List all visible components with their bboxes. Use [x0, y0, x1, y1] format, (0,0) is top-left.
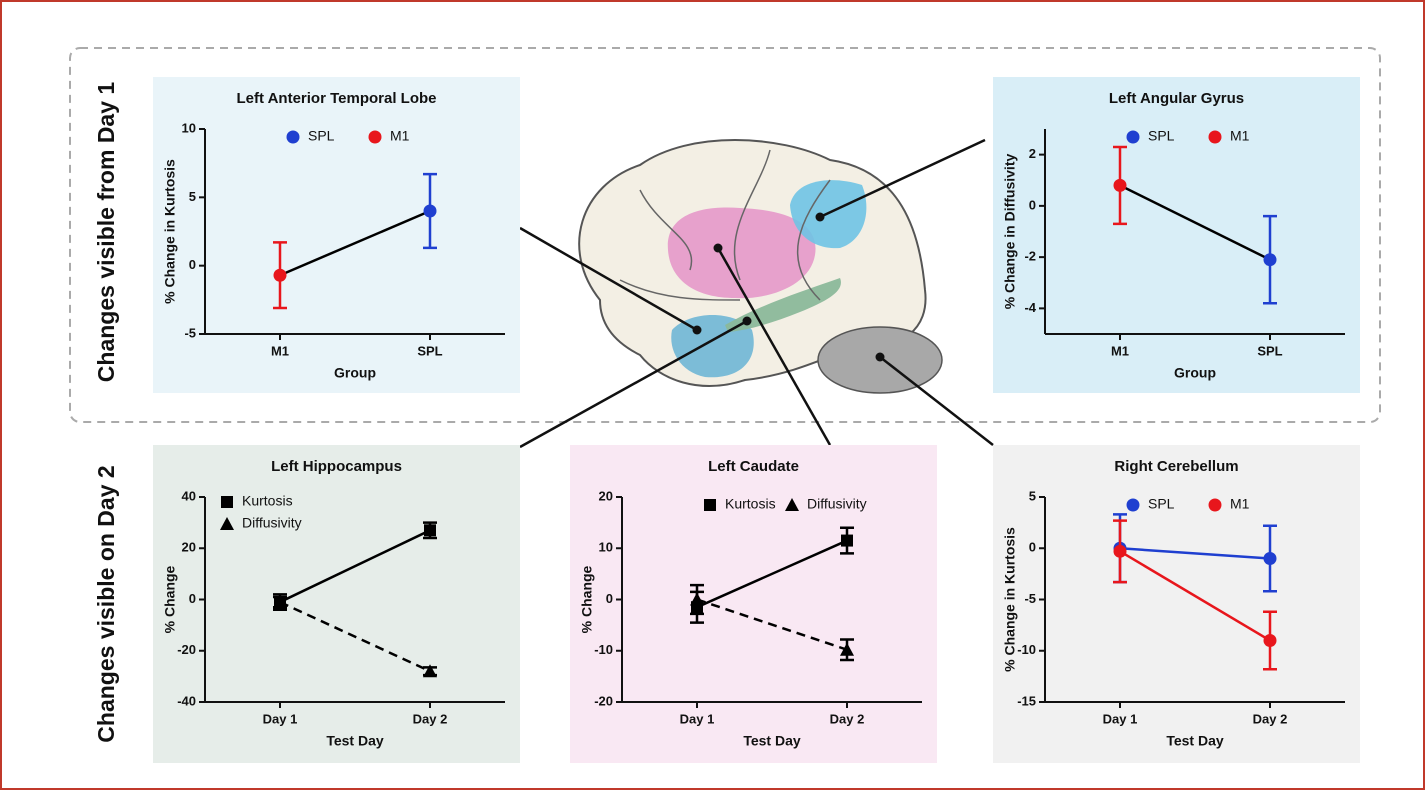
- x-tick-label: Day 1: [263, 711, 298, 726]
- dot: [876, 353, 885, 362]
- point: [1264, 253, 1277, 266]
- legend-marker: [221, 496, 233, 508]
- legend-label: Diffusivity: [242, 515, 302, 531]
- legend-label: SPL: [1148, 128, 1175, 144]
- y-tick-label: 0: [1029, 197, 1036, 212]
- point: [274, 269, 287, 282]
- dot: [743, 317, 752, 326]
- point: [1264, 634, 1277, 647]
- x-tick-label: SPL: [1257, 343, 1282, 358]
- chart-panel: Right Cerebellum -15 -10 -5 0 5 Day 1 Day 2 Test…: [993, 445, 1360, 763]
- y-axis-label: % Change in Kurtosis: [162, 159, 178, 304]
- x-axis-label: Test Day: [1166, 733, 1224, 749]
- y-tick-label: -5: [184, 325, 196, 340]
- y-tick-label: 0: [189, 591, 196, 606]
- y-axis-label: % Change in Diffusivity: [1002, 154, 1018, 310]
- y-axis-label: % Change: [162, 565, 178, 633]
- legend-label: SPL: [1148, 496, 1175, 512]
- chart-title: Right Cerebellum: [1114, 458, 1238, 475]
- y-tick-label: 0: [606, 591, 613, 606]
- y-tick-label: 20: [182, 540, 196, 555]
- chart-panel: Left Anterior Temporal Lobe -5 0 5 10 M1 SPL Gr…: [153, 77, 520, 393]
- y-tick-label: 20: [599, 488, 613, 503]
- section-label: Changes visible from Day 1: [93, 82, 119, 383]
- legend-marker: [1127, 499, 1140, 512]
- y-tick-label: 10: [599, 540, 613, 555]
- x-tick-label: SPL: [417, 343, 442, 358]
- y-tick-label: -15: [1017, 693, 1036, 708]
- legend-marker: [369, 131, 382, 144]
- legend-marker: [1127, 131, 1140, 144]
- x-tick-label: M1: [271, 343, 289, 358]
- x-tick-label: Day 1: [680, 711, 715, 726]
- x-axis-label: Test Day: [743, 733, 801, 749]
- dot: [816, 213, 825, 222]
- x-axis-label: Group: [1174, 365, 1216, 381]
- y-tick-label: 0: [1029, 540, 1036, 555]
- y-tick-label: 10: [182, 120, 196, 135]
- legend-label: Kurtosis: [725, 496, 776, 512]
- x-tick-label: Day 2: [1253, 711, 1288, 726]
- y-tick-label: 5: [189, 189, 196, 204]
- point: [1114, 545, 1127, 558]
- y-tick-label: -40: [177, 693, 196, 708]
- panel-bg: [570, 445, 937, 763]
- x-tick-label: M1: [1111, 343, 1129, 358]
- x-tick-label: Day 2: [830, 711, 865, 726]
- y-tick-label: -20: [594, 693, 613, 708]
- legend-marker: [1209, 131, 1222, 144]
- y-tick-label: -20: [177, 642, 196, 657]
- chart-title: Left Anterior Temporal Lobe: [236, 90, 436, 107]
- point: [424, 205, 437, 218]
- panel-bg: [993, 77, 1360, 393]
- x-tick-label: Day 1: [1103, 711, 1138, 726]
- section-label: Changes visible on Day 2: [93, 465, 119, 742]
- y-axis-label: % Change in Kurtosis: [1002, 527, 1018, 672]
- legend-label: M1: [1230, 496, 1250, 512]
- x-tick-label: Day 2: [413, 711, 448, 726]
- legend-marker: [287, 131, 300, 144]
- point: [841, 535, 853, 547]
- y-tick-label: -10: [1017, 642, 1036, 657]
- dot: [693, 326, 702, 335]
- legend-label: Kurtosis: [242, 493, 293, 509]
- legend-label: M1: [1230, 128, 1250, 144]
- chart-title: Left Caudate: [708, 458, 799, 475]
- legend-marker: [1209, 499, 1222, 512]
- chart-panel: Left Hippocampus -40 -20 0 20 40 Day 1 Day 2 Tes…: [153, 445, 520, 763]
- legend-label: Diffusivity: [807, 496, 867, 512]
- point: [1114, 179, 1127, 192]
- chart-title: Left Angular Gyrus: [1109, 90, 1244, 107]
- y-tick-label: -4: [1024, 300, 1036, 315]
- y-tick-label: -10: [594, 642, 613, 657]
- legend-label: SPL: [308, 128, 335, 144]
- y-tick-label: 0: [189, 257, 196, 272]
- panel-bg: [993, 445, 1360, 763]
- x-axis-label: Group: [334, 365, 376, 381]
- dot: [714, 244, 723, 253]
- y-tick-label: 5: [1029, 488, 1036, 503]
- y-tick-label: -2: [1024, 249, 1036, 264]
- point: [1264, 552, 1277, 565]
- chart-panel: Left Caudate -20 -10 0 10 20 Day 1 Day 2 Test Da…: [570, 445, 937, 763]
- panel-bg: [153, 445, 520, 763]
- panel-bg: [153, 77, 520, 393]
- y-tick-label: 2: [1029, 146, 1036, 161]
- chart-title: Left Hippocampus: [271, 458, 402, 475]
- y-axis-label: % Change: [579, 565, 595, 633]
- chart-panel: Left Angular Gyrus -4 -2 0 2 M1 SPL Group % Chan…: [993, 77, 1360, 393]
- y-tick-label: -5: [1024, 591, 1036, 606]
- point: [424, 524, 436, 536]
- y-tick-label: 40: [182, 488, 196, 503]
- legend-label: M1: [390, 128, 410, 144]
- x-axis-label: Test Day: [326, 733, 384, 749]
- figure: Changes visible from Day 1 Changes visib…: [0, 0, 1425, 790]
- legend-marker: [704, 499, 716, 511]
